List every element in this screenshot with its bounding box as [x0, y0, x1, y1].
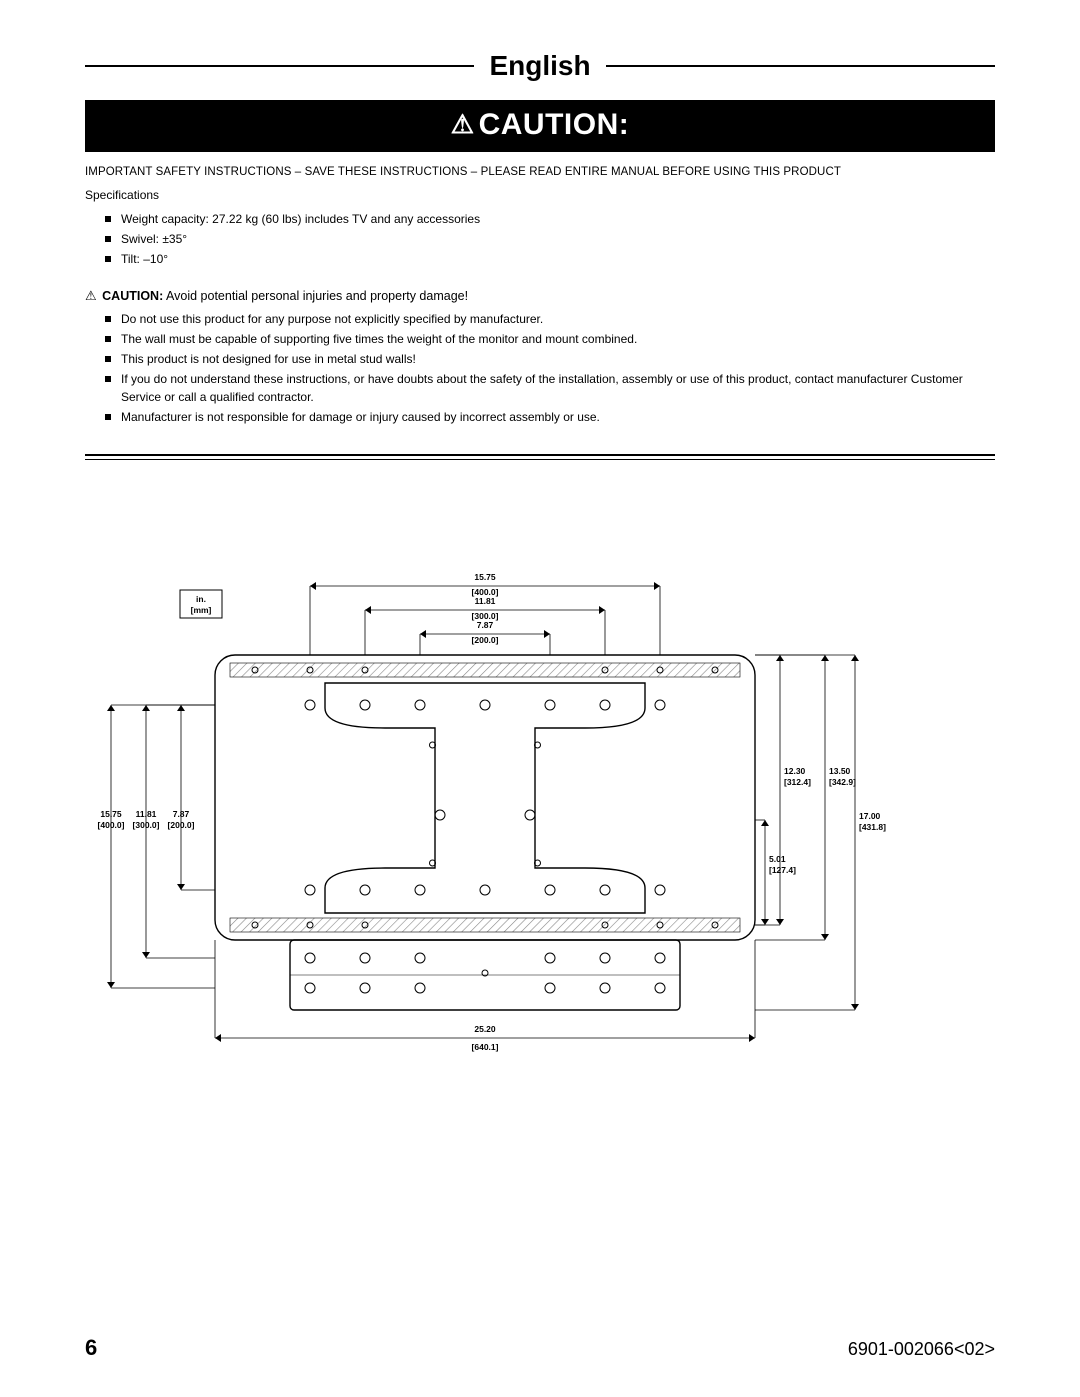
rule-left — [85, 65, 474, 67]
caution-banner: ⚠CAUTION: — [85, 100, 995, 152]
warning-item: The wall must be capable of supporting f… — [105, 330, 995, 348]
svg-text:[mm]: [mm] — [191, 605, 212, 615]
document-number: 6901-002066<02> — [848, 1339, 995, 1360]
caution-inline-label: CAUTION: — [102, 289, 163, 303]
caution-banner-text: CAUTION: — [479, 108, 630, 141]
svg-text:15.75: 15.75 — [474, 572, 496, 582]
specifications-list: Weight capacity: 27.22 kg (60 lbs) inclu… — [85, 210, 995, 268]
svg-text:11.81: 11.81 — [475, 596, 496, 606]
warning-item: Do not use this product for any purpose … — [105, 310, 995, 328]
spec-item: Swivel: ±35° — [105, 230, 995, 248]
svg-text:12.30: 12.30 — [784, 766, 806, 776]
svg-text:[200.0]: [200.0] — [472, 635, 499, 645]
warning-item: This product is not designed for use in … — [105, 350, 995, 368]
spec-item: Weight capacity: 27.22 kg (60 lbs) inclu… — [105, 210, 995, 228]
warning-triangle-icon: ⚠ — [451, 109, 475, 139]
section-divider — [85, 454, 995, 460]
spec-item: Tilt: –10° — [105, 250, 995, 268]
svg-text:[640.1]: [640.1] — [472, 1042, 499, 1052]
svg-text:[342.9]: [342.9] — [829, 777, 856, 787]
svg-text:15.75: 15.75 — [100, 809, 122, 819]
svg-text:17.00: 17.00 — [859, 811, 881, 821]
svg-text:13.50: 13.50 — [829, 766, 851, 776]
svg-text:[431.8]: [431.8] — [859, 822, 886, 832]
warning-item: Manufacturer is not responsible for dama… — [105, 408, 995, 426]
specifications-label: Specifications — [85, 188, 995, 202]
caution-inline-text: Avoid potential personal injuries and pr… — [163, 289, 468, 303]
svg-text:[400.0]: [400.0] — [98, 820, 125, 830]
dimension-diagram: in.[mm]15.75[400.0]11.81[300.0]7.87[200.… — [85, 570, 995, 1090]
page-header: English — [85, 50, 995, 82]
rule-right — [606, 65, 995, 67]
page-footer: 6 6901-002066<02> — [85, 1335, 995, 1361]
svg-text:11.81: 11.81 — [136, 809, 157, 819]
warning-triangle-icon: ⚠ — [85, 288, 97, 303]
svg-text:[127.4]: [127.4] — [769, 865, 796, 875]
mount-drawing-svg: in.[mm]15.75[400.0]11.81[300.0]7.87[200.… — [85, 570, 995, 1070]
svg-text:7.87: 7.87 — [477, 620, 494, 630]
page-number: 6 — [85, 1335, 97, 1361]
svg-text:5.01: 5.01 — [769, 854, 786, 864]
svg-text:[200.0]: [200.0] — [168, 820, 195, 830]
svg-text:[300.0]: [300.0] — [133, 820, 160, 830]
svg-text:[312.4]: [312.4] — [784, 777, 811, 787]
svg-text:25.20: 25.20 — [474, 1024, 496, 1034]
warning-item: If you do not understand these instructi… — [105, 370, 995, 406]
warnings-list: Do not use this product for any purpose … — [85, 310, 995, 426]
svg-text:7.87: 7.87 — [173, 809, 190, 819]
caution-inline: ⚠ CAUTION: Avoid potential personal inju… — [85, 288, 995, 304]
language-title: English — [489, 50, 590, 82]
svg-text:in.: in. — [196, 594, 206, 604]
safety-instructions: IMPORTANT SAFETY INSTRUCTIONS – SAVE THE… — [85, 166, 995, 178]
